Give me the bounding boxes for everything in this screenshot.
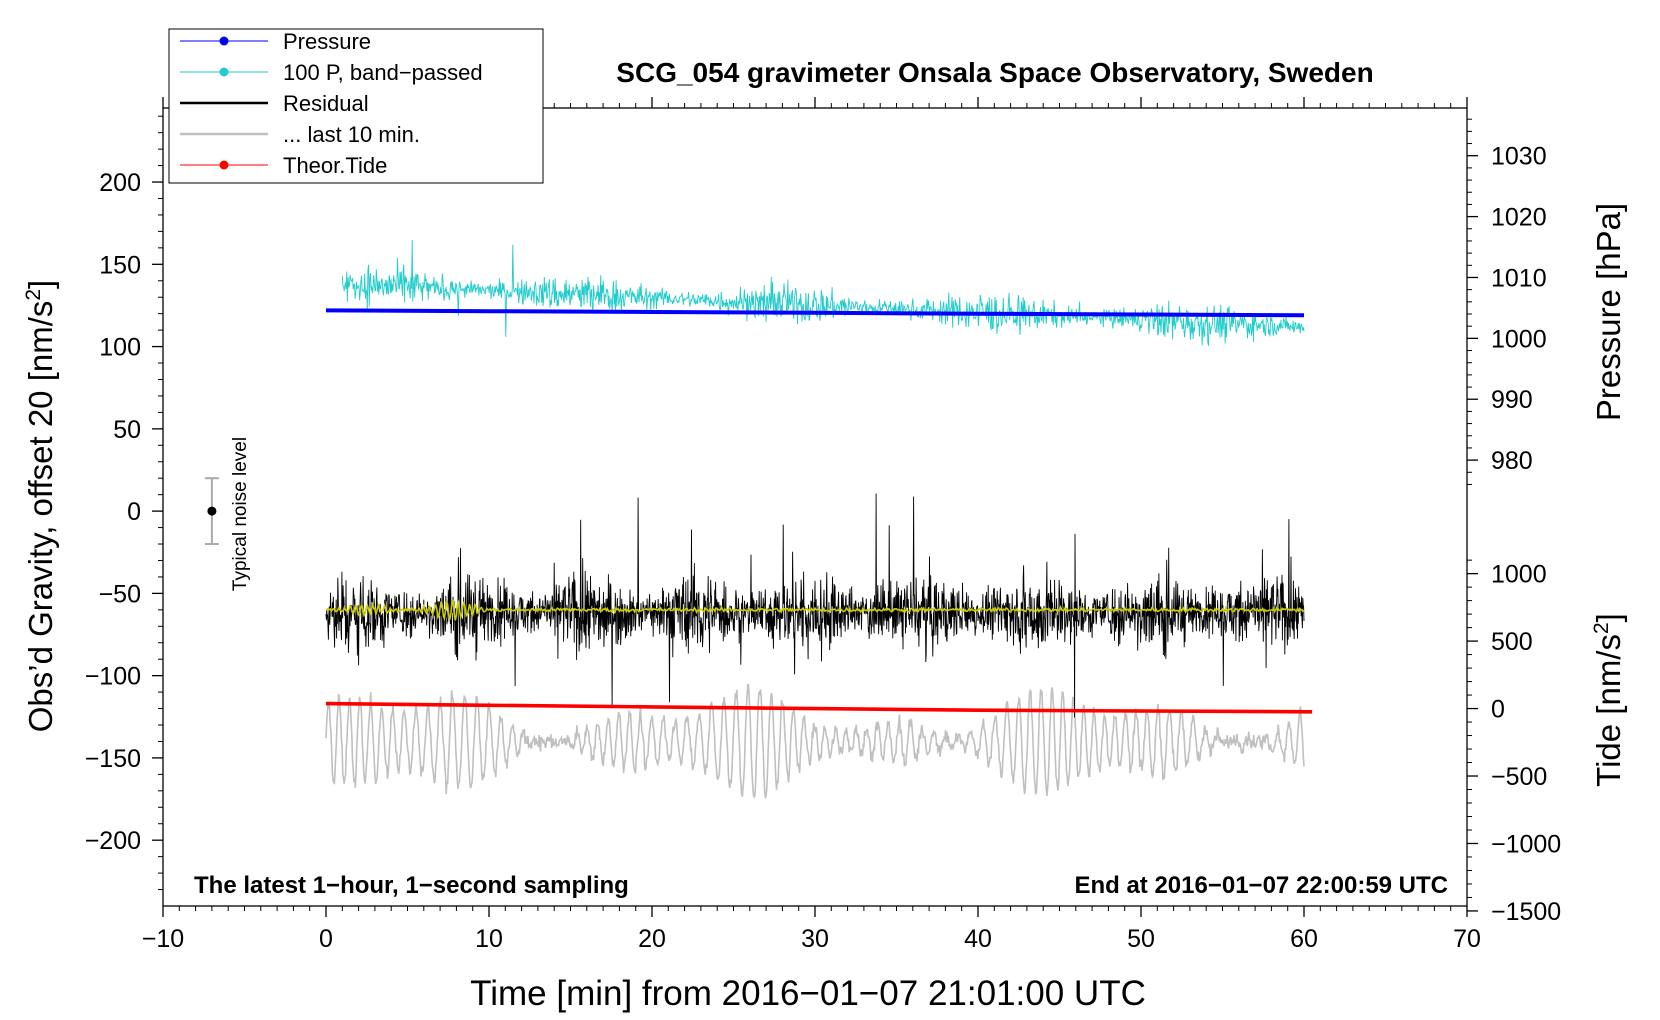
axes-layer: −10 0 10 20 30 40 50 60 70200150100500−50−100−15… — [85, 97, 1561, 953]
legend-box — [168, 28, 544, 184]
x-axis-label: Time [min] from 2016−01−07 21:01:00 UTC — [470, 974, 1146, 1013]
x-tick-label-40: 40 — [964, 925, 992, 953]
pressure-axis-ticks: 1030 1020 1010 1000 990 980 — [1467, 118, 1547, 485]
tide-axis-label: Tide [nm/s2] — [1590, 613, 1627, 787]
annotation-end-time: End at 2016−01−07 22:00:59 UTC — [1074, 872, 1448, 899]
tide-axis-label-end: ] — [1590, 613, 1627, 622]
left-tick-label-50: 50 — [113, 416, 141, 444]
noise-bar-point — [207, 506, 217, 516]
tide-axis-label-main: Tide [nm/s — [1590, 634, 1627, 787]
chart-title: SCG_054 gravimeter Onsala Space Observat… — [616, 57, 1373, 88]
left-tick-label-100: 100 — [99, 334, 141, 362]
pressure-axis-label: Pressure [hPa] — [1590, 203, 1627, 421]
tide-tick-label-0: 0 — [1491, 696, 1505, 724]
pressure-tick-label-1030: 1030 — [1491, 143, 1547, 171]
noise-bar — [204, 477, 219, 546]
left-tick-label--100: −100 — [85, 663, 141, 691]
tide-tick-label-500: 500 — [1491, 628, 1533, 656]
legend-label-4: Theor.Tide — [283, 153, 387, 178]
annotation-latest-hour: The latest 1−hour, 1−second sampling — [194, 872, 629, 899]
left-tick-label-200: 200 — [99, 169, 141, 197]
legend-label-1: 100 P, band−passed — [283, 60, 483, 85]
noise-bar-label: Typical noise level — [230, 437, 251, 591]
left-axis-label-end: ] — [22, 280, 59, 289]
series-theor-tide — [325, 701, 1313, 714]
left-tick-label--200: −200 — [85, 827, 141, 855]
legend-marker-1 — [219, 67, 229, 77]
series-layer — [325, 239, 1313, 799]
x-tick-label-60: 60 — [1290, 925, 1318, 953]
x-tick-label-30: 30 — [801, 925, 829, 953]
pressure-tick-label-980: 980 — [1491, 447, 1533, 475]
tide-tick-label--1500: −1500 — [1491, 898, 1561, 926]
left-tick-label-150: 150 — [99, 251, 141, 279]
left-axis-label: Obs’d Gravity, offset 20 [nm/s2] — [22, 280, 59, 732]
left-axis-label-main: Obs’d Gravity, offset 20 [nm/s — [22, 301, 59, 733]
tide-axis-label-sup: 2 — [1590, 622, 1613, 634]
legend-marker-4 — [219, 160, 229, 170]
pressure-tick-label-990: 990 — [1491, 386, 1533, 414]
legend-label-2: Residual — [283, 91, 369, 116]
x-tick-label--10: −10 — [142, 925, 184, 953]
left-tick-label--50: −50 — [99, 580, 141, 608]
legend-marker-0 — [219, 36, 229, 46]
legend: Pressure 100 P, band−passed Residual ... la… — [168, 28, 544, 184]
pressure-tick-label-1000: 1000 — [1491, 325, 1547, 353]
x-axis-ticks: −10 0 10 20 30 40 50 60 70 — [142, 97, 1481, 953]
left-tick-label--150: −150 — [85, 745, 141, 773]
pressure-tick-label-1010: 1010 — [1491, 264, 1547, 292]
legend-items: Pressure 100 P, band−passed Residual ... la… — [180, 29, 483, 178]
legend-label-3: ... last 10 min. — [283, 122, 420, 147]
left-axis-ticks: 200 150 100 50 0 −50 −100 −150 −200 — [85, 115, 163, 891]
x-tick-label-0: 0 — [319, 925, 333, 953]
x-tick-label-50: 50 — [1127, 925, 1155, 953]
x-tick-label-70: 70 — [1453, 925, 1481, 953]
tide-tick-label--1000: −1000 — [1491, 830, 1561, 858]
series-residual — [325, 493, 1305, 718]
tide-tick-label-1000: 1000 — [1491, 561, 1547, 589]
x-tick-label-20: 20 — [638, 925, 666, 953]
left-axis-label-sup: 2 — [22, 289, 45, 301]
series-pressure — [325, 308, 1305, 318]
series-residual-smoothed — [325, 599, 1305, 622]
tide-tick-label--500: −500 — [1491, 763, 1547, 791]
x-tick-label-10: 10 — [475, 925, 503, 953]
tide-axis-ticks: 1000 500 0 −500 −1000 −1500 — [1467, 559, 1561, 926]
legend-label-0: Pressure — [283, 29, 371, 54]
left-tick-label-0: 0 — [127, 498, 141, 526]
pressure-tick-label-1020: 1020 — [1491, 204, 1547, 232]
